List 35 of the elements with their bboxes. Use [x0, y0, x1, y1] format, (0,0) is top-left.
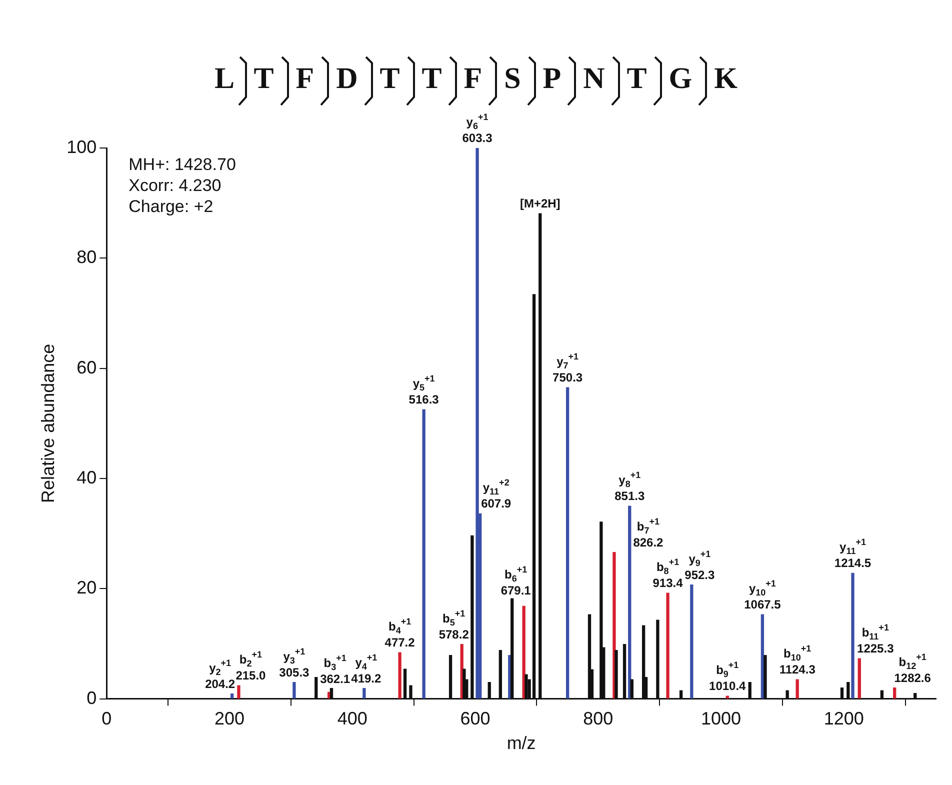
bar: [796, 679, 799, 699]
y-axis-title: Relative abundance: [38, 344, 58, 503]
bar: [726, 696, 729, 699]
annotation: Charge: +2: [128, 197, 214, 216]
bar: [690, 584, 694, 699]
y-tick-label: 80: [76, 247, 97, 268]
y-tick-label: 0: [86, 688, 97, 708]
y-tick-label: 60: [76, 357, 97, 378]
x-tick-label: 600: [460, 708, 490, 729]
bar: [858, 658, 861, 699]
bar: [666, 592, 670, 699]
x-tick-label: 1200: [824, 708, 864, 729]
annotation: [M+2H]: [520, 196, 560, 211]
x-axis-title: m/z: [506, 733, 536, 754]
bar: [566, 387, 570, 699]
bar: [893, 687, 896, 699]
bar: [398, 652, 402, 699]
bar: [292, 682, 296, 699]
bar: [476, 148, 479, 699]
y-tick-label: 100: [66, 136, 97, 157]
bar: [851, 572, 854, 699]
y-tick-label: 20: [76, 578, 97, 598]
x-tick-label: 0: [102, 708, 112, 729]
x-tick-label: 1000: [700, 708, 741, 729]
bar: [230, 694, 234, 699]
bar: [237, 685, 240, 699]
bar: [628, 506, 632, 699]
bar: [362, 688, 366, 699]
y-tick-label: 40: [76, 467, 97, 488]
x-tick-label: 200: [214, 708, 245, 729]
annotation: Xcorr: 4.230: [128, 176, 222, 195]
annotation: MH+: 1428.70: [128, 155, 236, 174]
x-tick-label: 400: [337, 708, 368, 729]
bar: [422, 409, 426, 699]
x-tick-label: 800: [583, 708, 614, 729]
